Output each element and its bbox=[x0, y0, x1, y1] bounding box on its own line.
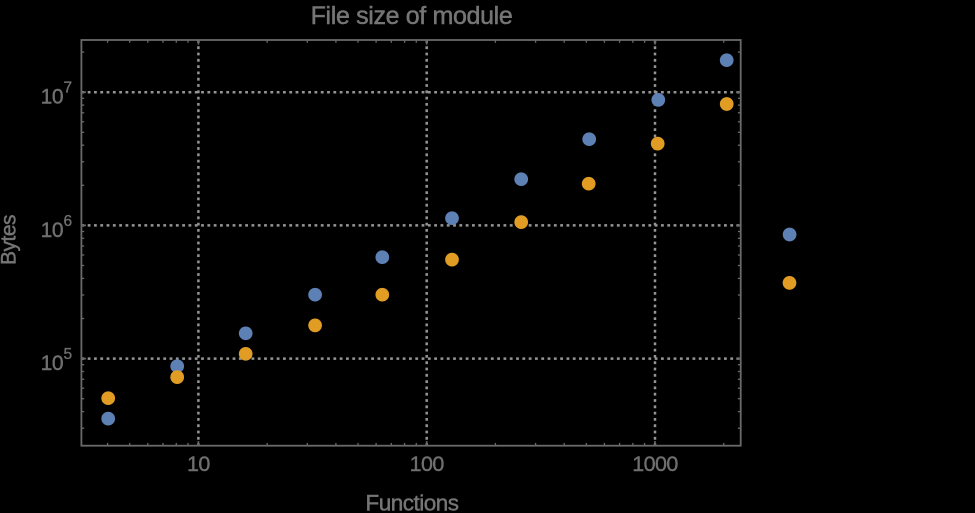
svg-text:6: 6 bbox=[64, 213, 73, 230]
svg-text:10: 10 bbox=[41, 86, 63, 109]
svg-text:10: 10 bbox=[187, 452, 210, 476]
svg-text:5: 5 bbox=[64, 346, 73, 363]
svg-text:1000: 1000 bbox=[632, 452, 678, 476]
svg-text:10: 10 bbox=[41, 219, 63, 242]
svg-text:100: 100 bbox=[410, 452, 445, 476]
svg-text:Bytes: Bytes bbox=[0, 215, 21, 265]
svg-text:Functions: Functions bbox=[365, 491, 458, 513]
svg-text:File size of module: File size of module bbox=[311, 2, 513, 30]
svg-text:10: 10 bbox=[41, 352, 63, 375]
svg-text:7: 7 bbox=[64, 80, 73, 97]
